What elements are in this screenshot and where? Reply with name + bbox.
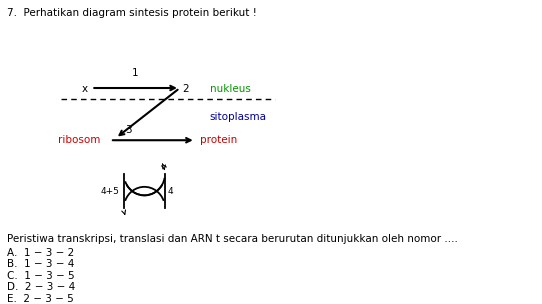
Text: protein: protein bbox=[201, 135, 237, 145]
Text: C.  1 − 3 − 5: C. 1 − 3 − 5 bbox=[8, 271, 75, 281]
Text: 2: 2 bbox=[183, 84, 189, 94]
Text: 4+5: 4+5 bbox=[100, 187, 119, 195]
Text: 3: 3 bbox=[125, 125, 132, 135]
Text: nukleus: nukleus bbox=[210, 84, 250, 94]
Text: 1: 1 bbox=[132, 68, 139, 78]
Text: 7.  Perhatikan diagram sintesis protein berikut !: 7. Perhatikan diagram sintesis protein b… bbox=[8, 8, 257, 18]
Text: E.  2 − 3 − 5: E. 2 − 3 − 5 bbox=[8, 294, 74, 304]
Text: x: x bbox=[81, 84, 88, 94]
Text: ribosom: ribosom bbox=[58, 135, 100, 145]
Text: Peristiwa transkripsi, translasi dan ARN t secara berurutan ditunjukkan oleh nom: Peristiwa transkripsi, translasi dan ARN… bbox=[8, 234, 459, 244]
Text: A.  1 − 3 − 2: A. 1 − 3 − 2 bbox=[8, 247, 75, 257]
Text: 4: 4 bbox=[167, 187, 173, 195]
Text: sitoplasma: sitoplasma bbox=[210, 112, 267, 122]
Text: D.  2 − 3 − 4: D. 2 − 3 − 4 bbox=[8, 282, 76, 292]
Text: B.  1 − 3 − 4: B. 1 − 3 − 4 bbox=[8, 259, 75, 269]
